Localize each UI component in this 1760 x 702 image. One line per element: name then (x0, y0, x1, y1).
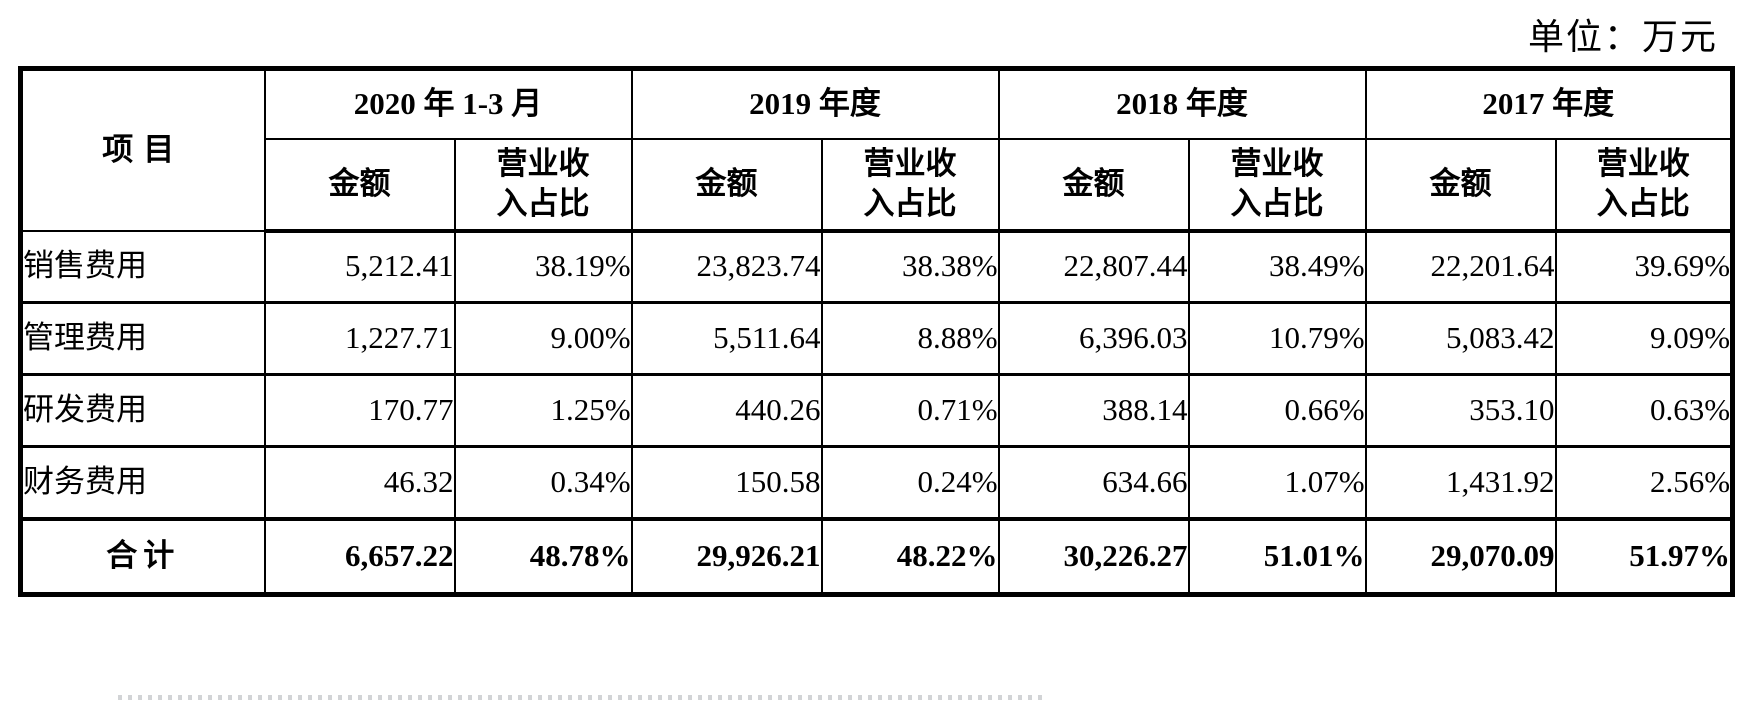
table-cell: 6,396.03 (997, 301, 1190, 376)
table-cell: 5,511.64 (630, 301, 823, 376)
table-row-finance-expenses: 财务费用 46.32 0.34% 150.58 0.24% 634.66 1.0… (19, 445, 1734, 520)
ratio-header-line1: 营业收 (496, 145, 590, 181)
item-header-cell: 项目 (19, 67, 266, 232)
period-header-2017: 2017 年度 (1364, 67, 1734, 140)
table-cell: 23,823.74 (630, 229, 823, 304)
period-header-2019: 2019 年度 (630, 67, 1000, 140)
table-cell: 353.10 (1364, 373, 1557, 448)
table-row-selling-expenses: 销售费用 5,212.41 38.19% 23,823.74 38.38% 22… (19, 229, 1734, 304)
table-cell-total: 29,926.21 (630, 516, 823, 596)
cropped-text-line (118, 695, 1043, 700)
table-cell-total: 30,226.27 (997, 516, 1190, 596)
ratio-header-2018: 营业收 入占比 (1187, 137, 1367, 233)
ratio-header-line1: 营业收 (1596, 145, 1690, 181)
table-cell: 1.25% (453, 373, 633, 448)
table-cell: 634.66 (997, 445, 1190, 520)
unit-label: 单位：万元 (1527, 17, 1718, 57)
period-expense-table: 项目 2020 年 1-3 月 2019 年度 2018 年度 2017 年度 … (18, 66, 1736, 597)
table-cell: 5,083.42 (1364, 301, 1557, 376)
table-cell: 38.49% (1187, 229, 1367, 304)
ratio-header-line1: 营业收 (863, 145, 957, 181)
row-label-finance-expenses: 财务费用 (19, 445, 266, 520)
table-cell: 22,201.64 (1364, 229, 1557, 304)
ratio-header-line2: 入占比 (1230, 186, 1324, 221)
table-cell: 150.58 (630, 445, 823, 520)
table-cell-total: 6,657.22 (263, 516, 456, 596)
table-cell: 0.66% (1187, 373, 1367, 448)
amount-header-2019: 金额 (630, 137, 823, 233)
header-row-metrics: 金额 营业收入占比 金额 营业收入占比 金额 营业收入占比 金额 营业收入占比 (21, 137, 1734, 233)
table-cell: 22,807.44 (997, 229, 1190, 304)
table-cell-total: 48.22% (820, 516, 1000, 596)
table-cell: 2.56% (1554, 445, 1734, 520)
ratio-header-2017: 营业收 入占比 (1554, 137, 1734, 233)
table-cell-total: 51.97% (1554, 516, 1734, 596)
table-cell: 39.69% (1554, 229, 1734, 304)
table-cell: 10.79% (1187, 301, 1367, 376)
row-label-total: 合计 (19, 516, 266, 596)
table-cell: 440.26 (630, 373, 823, 448)
table-cell: 0.63% (1554, 373, 1734, 448)
table-cell: 9.09% (1554, 301, 1734, 376)
table-cell: 0.71% (820, 373, 1000, 448)
header-row-periods: 项目 2020 年 1-3 月 2019 年度 2018 年度 2017 年度 (19, 67, 1734, 232)
ratio-header-line1: 营业收 (1230, 145, 1324, 181)
row-label-selling-expenses: 销售费用 (19, 229, 266, 304)
period-header-2020: 2020 年 1-3 月 (263, 67, 633, 140)
ratio-header-line2: 入占比 (1596, 186, 1690, 221)
table-cell: 5,212.41 (263, 229, 456, 304)
table-row-total: 合计 6,657.22 48.78% 29,926.21 48.22% 30,2… (19, 516, 1734, 596)
table-cell: 1.07% (1187, 445, 1367, 520)
ratio-header-2020: 营业收 入占比 (453, 137, 633, 233)
table-cell: 1,431.92 (1364, 445, 1557, 520)
table-cell: 46.32 (263, 445, 456, 520)
table-cell: 170.77 (263, 373, 456, 448)
ratio-header-line2: 入占比 (863, 186, 957, 221)
row-label-admin-expenses: 管理费用 (19, 301, 266, 376)
table-cell: 8.88% (820, 301, 1000, 376)
amount-header-2018: 金额 (997, 137, 1190, 233)
table-cell: 0.24% (820, 445, 1000, 520)
table-cell: 388.14 (997, 373, 1190, 448)
table-cell: 38.19% (453, 229, 633, 304)
table-row-admin-expenses: 管理费用 1,227.71 9.00% 5,511.64 8.88% 6,396… (19, 301, 1734, 376)
table-cell: 38.38% (820, 229, 1000, 304)
table-cell: 9.00% (453, 301, 633, 376)
table-cell-total: 29,070.09 (1364, 516, 1557, 596)
table-row-rd-expenses: 研发费用 170.77 1.25% 440.26 0.71% 388.14 0.… (19, 373, 1734, 448)
amount-header-2017: 金额 (1364, 137, 1557, 233)
table-cell: 1,227.71 (263, 301, 456, 376)
period-header-2018: 2018 年度 (997, 67, 1367, 140)
table-cell: 0.34% (453, 445, 633, 520)
amount-header-2020: 金额 (263, 137, 456, 233)
ratio-header-line2: 入占比 (496, 186, 590, 221)
row-label-rd-expenses: 研发费用 (19, 373, 266, 448)
table-cell-total: 48.78% (453, 516, 633, 596)
table-cell-total: 51.01% (1187, 516, 1367, 596)
ratio-header-2019: 营业收 入占比 (820, 137, 1000, 233)
